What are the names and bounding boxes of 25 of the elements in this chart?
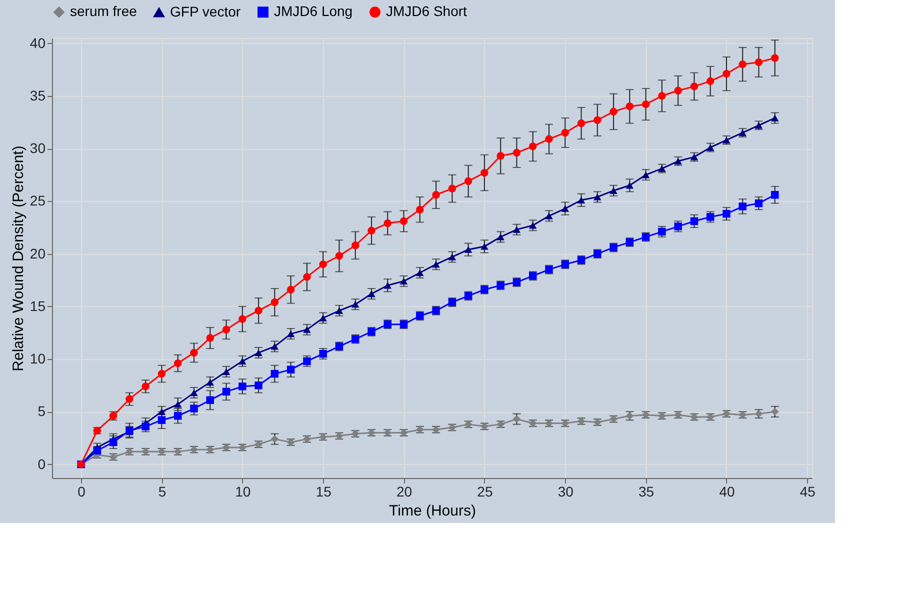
x-tick-label: 0 [78,484,86,500]
y-tick-label: 0 [38,456,46,472]
y-tick-label: 15 [30,298,46,314]
y-tick-label: 30 [30,140,46,156]
x-tick-label: 10 [235,484,251,500]
legend-label: GFP vector [170,3,241,20]
y-tick-label: 40 [30,34,46,51]
x-tick-label: 45 [800,484,816,500]
y-tick-label: 20 [30,245,46,262]
y-tick-label: 35 [30,87,46,104]
y-tick-label: 25 [30,192,46,209]
x-tick-label: 20 [396,484,412,500]
x-tick-label: 5 [158,484,166,500]
x-tick-label: 30 [558,484,574,500]
y-tick-label: 5 [38,403,46,420]
y-axis-title: Relative Wound Density (Percent) [10,146,27,372]
legend-label: serum free [70,3,138,20]
legend-label: JMJD6 Short [386,3,468,20]
y-tick-label: 10 [30,350,46,367]
x-tick-label: 25 [477,484,493,500]
x-tick-label: 15 [316,484,332,500]
x-tick-label: 35 [638,484,654,500]
x-axis-title: Time (Hours) [389,502,476,520]
x-tick-label: 40 [719,484,735,500]
legend-label: JMJD6 Long [274,3,353,20]
